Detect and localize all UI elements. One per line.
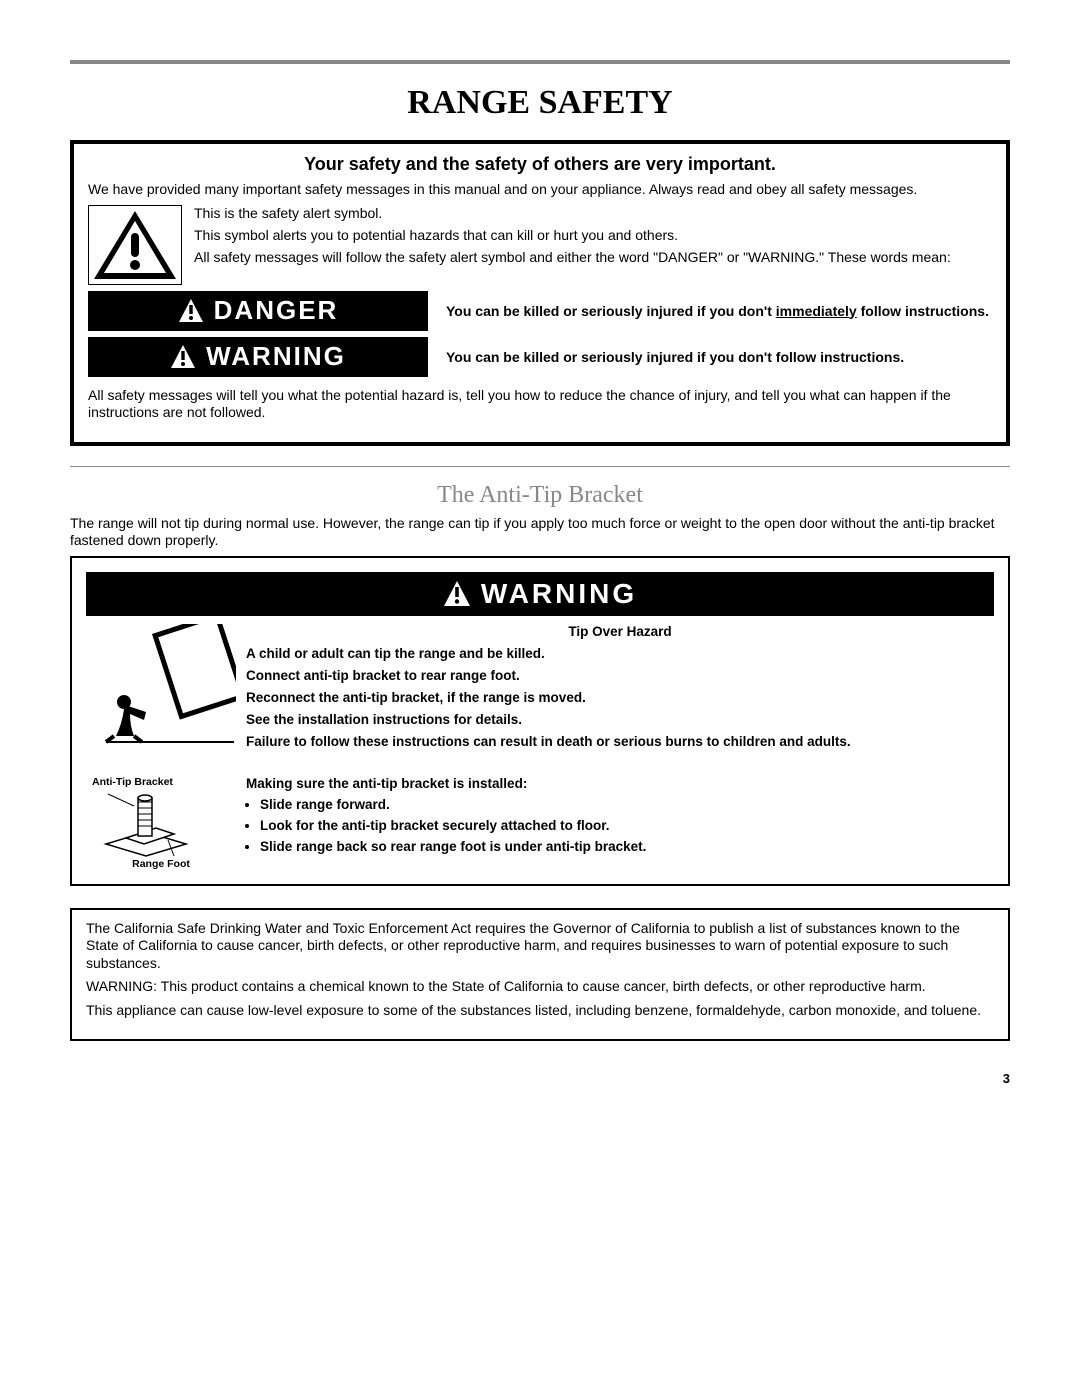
bracket-label: Anti-Tip Bracket [92,776,236,788]
tip-line: Connect anti-tip bracket to rear range f… [246,668,994,683]
alert-line: This symbol alerts you to potential haza… [194,227,951,243]
install-bullet: Look for the anti-tip bracket securely a… [260,818,994,833]
warning-bar-label: WARNING [481,578,637,610]
safety-intro: We have provided many important safety m… [88,181,992,199]
foot-label: Range Foot [86,858,236,870]
tip-line: A child or adult can tip the range and b… [246,646,994,661]
mid-rule [70,466,1010,467]
danger-row: DANGER You can be killed or seriously in… [88,291,992,331]
install-text: Making sure the anti-tip bracket is inst… [246,776,994,870]
alert-symbol-row: This is the safety alert symbol. This sy… [88,205,992,285]
california-box: The California Safe Drinking Water and T… [70,908,1010,1042]
tip-over-illustration [86,624,236,764]
warning-label: WARNING [206,341,346,372]
alert-icon [170,344,196,370]
anti-tip-box: WARNING Tip Over Hazard A child or adult… [70,556,1010,886]
safety-heading: Your safety and the safety of others are… [88,154,992,175]
warning-description: You can be killed or seriously injured i… [446,349,992,365]
california-p2: WARNING: This product contains a chemica… [86,978,994,996]
alert-line: All safety messages will follow the safe… [194,249,951,265]
tip-line: Reconnect the anti-tip bracket, if the r… [246,690,994,705]
page-number: 3 [70,1071,1010,1086]
warning-row: WARNING You can be killed or seriously i… [88,337,992,377]
warning-bar: WARNING [86,572,994,616]
tip-line: See the installation instructions for de… [246,712,994,727]
safety-footer: All safety messages will tell you what t… [88,387,992,422]
install-head: Making sure the anti-tip bracket is inst… [246,776,994,791]
tip-head: Tip Over Hazard [246,624,994,639]
california-p1: The California Safe Drinking Water and T… [86,920,994,973]
top-rule [70,60,1010,64]
alert-icon [178,298,204,324]
anti-tip-intro: The range will not tip during normal use… [70,515,1010,550]
danger-description: You can be killed or seriously injured i… [446,303,992,319]
california-p3: This appliance can cause low-level expos… [86,1002,994,1020]
danger-label: DANGER [214,295,339,326]
alert-icon [443,580,471,608]
alert-text: This is the safety alert symbol. This sy… [194,205,951,285]
install-bullet: Slide range forward. [260,797,994,812]
install-bullet: Slide range back so rear range foot is u… [260,839,994,854]
warning-badge: WARNING [88,337,428,377]
bracket-illustration: Anti-Tip Bracket Range Foot [86,776,236,870]
danger-badge: DANGER [88,291,428,331]
alert-triangle-icon [88,205,182,285]
alert-line: This is the safety alert symbol. [194,205,951,221]
tip-line: Failure to follow these instructions can… [246,734,994,749]
anti-tip-title: The Anti-Tip Bracket [70,482,1010,509]
tip-text: Tip Over Hazard A child or adult can tip… [246,624,994,764]
page-title: RANGE SAFETY [70,84,1010,122]
safety-box: Your safety and the safety of others are… [70,140,1010,446]
